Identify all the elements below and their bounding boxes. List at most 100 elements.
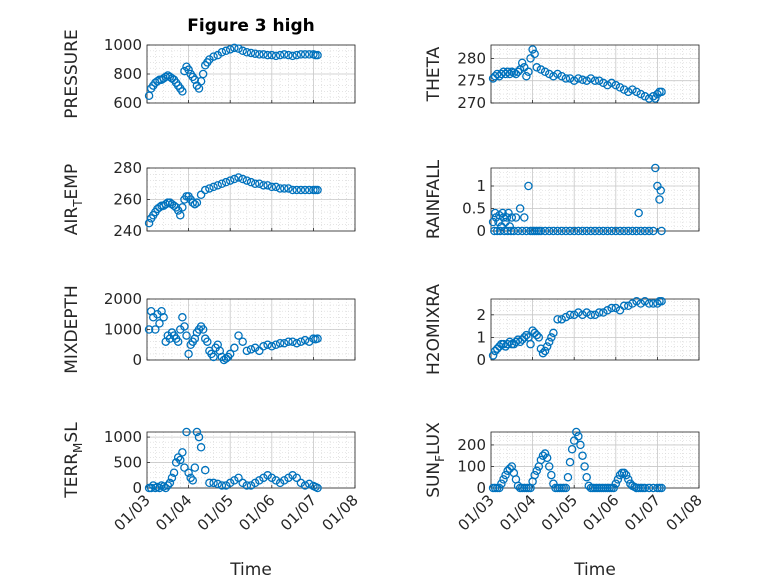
data-point — [524, 67, 533, 77]
data-point — [572, 427, 581, 437]
data-point — [561, 226, 571, 236]
data-point — [267, 50, 277, 60]
data-point — [255, 476, 264, 485]
data-point — [242, 481, 252, 490]
data-point — [280, 338, 289, 348]
data-point — [611, 303, 621, 313]
x-tick-label: 01/05 — [538, 491, 581, 534]
data-point — [628, 226, 637, 236]
subplot-pressure: 600 800 1000 PRESSURE — [62, 29, 356, 119]
data-point — [657, 87, 666, 97]
data-point — [267, 342, 277, 351]
data-point — [205, 184, 214, 193]
data-point — [246, 345, 256, 354]
data-point — [292, 473, 302, 483]
data-point — [530, 328, 539, 338]
data-point — [209, 478, 218, 488]
data-point — [255, 346, 264, 356]
x-tick-label: 01/08 — [319, 491, 362, 534]
data-point — [217, 48, 227, 57]
data-point — [146, 483, 156, 493]
data-point — [540, 449, 550, 458]
data-point — [628, 299, 637, 308]
data-point — [505, 222, 514, 231]
x-tick-label: 01/08 — [663, 491, 706, 534]
data-point — [502, 213, 512, 222]
data-point — [288, 51, 297, 61]
data-point — [565, 226, 575, 236]
data-point — [246, 48, 256, 58]
data-point — [250, 49, 260, 58]
data-point — [615, 226, 625, 236]
data-point — [503, 67, 512, 77]
data-point — [165, 478, 175, 488]
data-point — [186, 473, 195, 483]
data-point — [611, 479, 621, 488]
data-point — [603, 226, 612, 236]
data-point — [624, 475, 633, 484]
data-point — [178, 448, 187, 457]
data-point — [590, 76, 600, 85]
data-point — [267, 473, 277, 483]
data-point — [578, 226, 587, 236]
data-point — [300, 481, 310, 490]
data-point — [517, 58, 527, 68]
data-point — [242, 48, 252, 57]
data-point — [578, 75, 587, 85]
data-point — [213, 181, 222, 190]
data-point — [498, 208, 507, 218]
data-point — [657, 483, 666, 493]
x-tick-label: 01/04 — [152, 491, 195, 534]
data-point — [155, 319, 164, 328]
axes-box — [490, 167, 700, 232]
data-point — [259, 342, 268, 351]
data-point — [557, 226, 566, 236]
data-point — [178, 203, 187, 212]
data-point — [632, 297, 641, 306]
data-point — [499, 475, 508, 484]
data-point — [161, 199, 170, 209]
data-point — [586, 310, 596, 320]
data-point — [574, 432, 583, 441]
y-tick-label: 1000 — [104, 321, 142, 339]
data-point — [488, 351, 498, 360]
data-point — [549, 226, 558, 236]
x-tick-label: 01/06 — [579, 491, 622, 534]
data-point — [648, 483, 658, 493]
data-point — [296, 337, 306, 346]
data-point — [632, 87, 641, 97]
data-point — [594, 226, 604, 236]
data-point — [238, 337, 247, 346]
y-tick-label: 2000 — [104, 290, 142, 308]
data-point — [553, 69, 562, 79]
data-point — [263, 340, 272, 349]
data-point — [190, 463, 200, 472]
data-point — [503, 339, 512, 349]
data-point — [313, 50, 322, 60]
data-point — [188, 198, 198, 207]
data-point — [599, 226, 608, 236]
data-point — [280, 184, 289, 193]
data-point — [640, 92, 650, 101]
y-tick-label: 100 — [457, 457, 486, 475]
data-point — [557, 71, 566, 81]
data-point — [259, 50, 268, 59]
data-point — [284, 337, 293, 346]
data-point — [209, 182, 218, 192]
data-point — [499, 213, 508, 222]
data-point — [561, 74, 571, 83]
figure-title: Figure 3 high — [187, 16, 315, 36]
y-axis-label: RAINFALL — [424, 159, 444, 239]
data-point — [528, 45, 537, 54]
data-point — [580, 462, 589, 471]
data-point — [513, 67, 523, 77]
data-point — [182, 331, 191, 340]
data-point — [526, 339, 535, 349]
y-axis-label: TERRMSL — [62, 422, 85, 499]
data-point — [582, 226, 591, 236]
data-point — [590, 226, 600, 236]
data-point — [200, 465, 210, 475]
data-point — [524, 181, 533, 191]
